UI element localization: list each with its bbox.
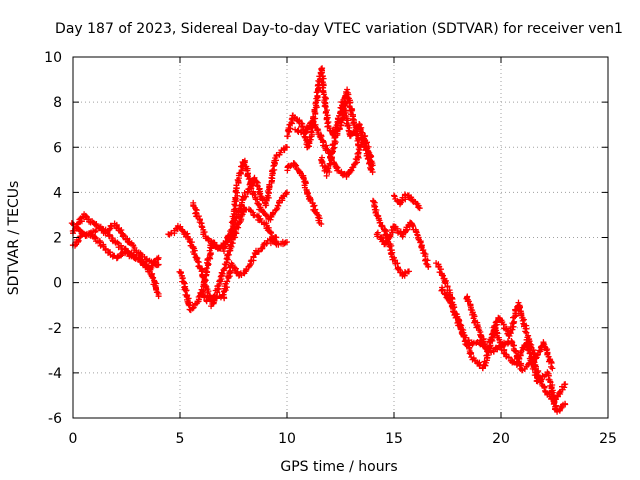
y-tick-label: 6 — [53, 140, 62, 156]
series-track-f — [190, 157, 290, 252]
y-axis-label: SDTVAR / TECUs — [6, 181, 22, 296]
y-tick-label: 0 — [53, 276, 62, 292]
point-markers — [292, 118, 376, 180]
y-tick-label: -2 — [48, 321, 62, 337]
series-track-d — [165, 205, 290, 310]
x-tick-label: 10 — [278, 431, 296, 447]
point-markers — [318, 86, 363, 179]
series-track-q — [463, 293, 556, 372]
chart-title: Day 187 of 2023, Sidereal Day-to-day VTE… — [55, 21, 623, 37]
series-track-n — [391, 191, 423, 212]
x-tick-label: 5 — [176, 431, 185, 447]
point-markers — [463, 293, 556, 372]
point-markers — [284, 160, 325, 227]
y-tick-label: 2 — [53, 231, 62, 247]
point-markers — [197, 234, 280, 305]
y-tick-label: -6 — [48, 411, 62, 427]
series-track-m — [373, 219, 432, 270]
series-track-c — [68, 220, 162, 300]
y-tick-label: 4 — [53, 185, 62, 201]
series-track-j — [292, 118, 376, 180]
axis-ticks: 0 5 10 15 20 25 -6 -4 -2 0 2 4 6 8 10 — [44, 50, 617, 447]
x-axis-label: GPS time / hours — [280, 459, 397, 475]
grid-lines — [73, 57, 608, 418]
data-points — [68, 65, 569, 415]
point-markers — [165, 205, 290, 310]
series-track-g — [197, 234, 280, 305]
x-tick-label: 15 — [385, 431, 403, 447]
point-markers — [190, 157, 290, 252]
y-tick-label: 8 — [53, 95, 62, 111]
point-markers — [68, 220, 162, 300]
series-track-k — [318, 86, 363, 179]
y-tick-label: 10 — [44, 50, 62, 66]
series-track-i — [284, 160, 325, 227]
point-markers — [373, 219, 432, 270]
x-tick-label: 0 — [69, 431, 78, 447]
x-tick-label: 25 — [599, 431, 617, 447]
y-tick-label: -4 — [48, 366, 62, 382]
x-tick-label: 20 — [492, 431, 510, 447]
point-markers — [391, 191, 423, 212]
